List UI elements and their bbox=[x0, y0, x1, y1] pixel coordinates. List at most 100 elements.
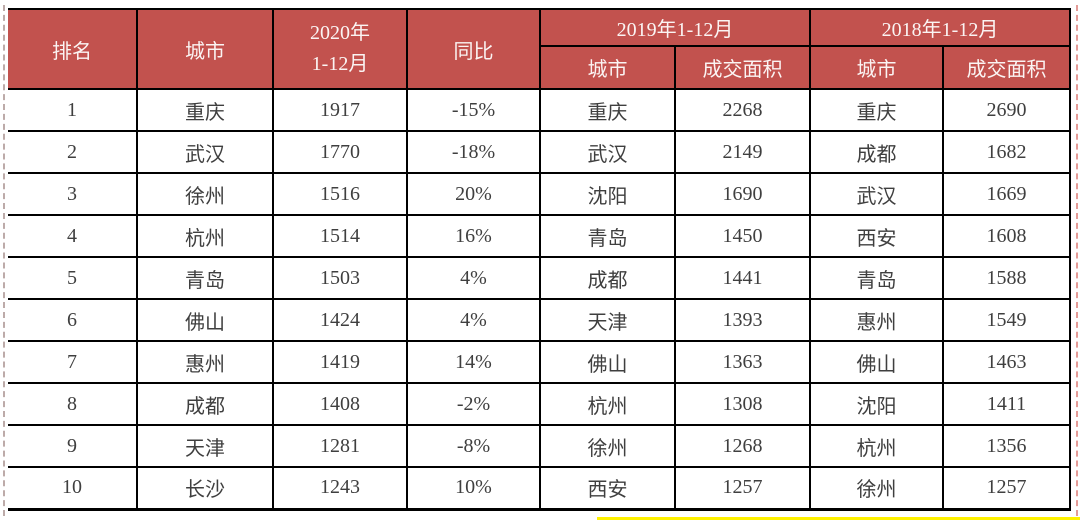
rank-cell: 8 bbox=[8, 382, 138, 426]
yellow-highlight-line bbox=[597, 517, 1080, 520]
header-group-2019: 2019年1-12月 bbox=[539, 8, 811, 47]
table-row: 5 青岛 1503 4% 成都 1441 青岛 1588 bbox=[8, 256, 1071, 300]
yoy-cell: -2% bbox=[406, 382, 541, 426]
header-city: 城市 bbox=[136, 8, 274, 90]
table-row: 6 佛山 1424 4% 天津 1393 惠州 1549 bbox=[8, 298, 1071, 342]
right-page-break-dash bbox=[1076, 5, 1078, 516]
header-rank: 排名 bbox=[8, 8, 138, 90]
area-2018-cell: 1257 bbox=[942, 466, 1071, 510]
city-2018-cell: 成都 bbox=[809, 130, 944, 174]
yoy-cell: 14% bbox=[406, 340, 541, 384]
yoy-cell: 4% bbox=[406, 256, 541, 300]
city-2020-cell: 杭州 bbox=[136, 214, 274, 258]
area-2019-cell: 1257 bbox=[674, 466, 811, 510]
city-2018-cell: 西安 bbox=[809, 214, 944, 258]
rank-cell: 7 bbox=[8, 340, 138, 384]
city-2019-cell: 杭州 bbox=[539, 382, 676, 426]
city-2019-cell: 青岛 bbox=[539, 214, 676, 258]
value-2020-cell: 1514 bbox=[272, 214, 408, 258]
header-yoy: 同比 bbox=[406, 8, 541, 90]
area-2018-cell: 2690 bbox=[942, 88, 1071, 132]
header-sub-row: 城市 成交面积 城市 成交面积 bbox=[8, 45, 1071, 90]
value-2020-cell: 1503 bbox=[272, 256, 408, 300]
value-2020-cell: 1516 bbox=[272, 172, 408, 216]
area-2019-cell: 1690 bbox=[674, 172, 811, 216]
header-area-2018: 成交面积 bbox=[942, 45, 1071, 90]
area-2018-cell: 1356 bbox=[942, 424, 1071, 468]
value-2020-cell: 1408 bbox=[272, 382, 408, 426]
city-2018-cell: 青岛 bbox=[809, 256, 944, 300]
value-2020-cell: 1917 bbox=[272, 88, 408, 132]
area-2019-cell: 1441 bbox=[674, 256, 811, 300]
table-row: 1 重庆 1917 -15% 重庆 2268 重庆 2690 bbox=[8, 88, 1071, 132]
table-row: 3 徐州 1516 20% 沈阳 1690 武汉 1669 bbox=[8, 172, 1071, 216]
header-city-2019: 城市 bbox=[539, 45, 676, 90]
table-row: 9 天津 1281 -8% 徐州 1268 杭州 1356 bbox=[8, 424, 1071, 468]
rank-cell: 6 bbox=[8, 298, 138, 342]
city-2020-cell: 长沙 bbox=[136, 466, 274, 510]
area-2019-cell: 1268 bbox=[674, 424, 811, 468]
table-row: 2 武汉 1770 -18% 武汉 2149 成都 1682 bbox=[8, 130, 1071, 174]
rank-cell: 5 bbox=[8, 256, 138, 300]
rank-cell: 2 bbox=[8, 130, 138, 174]
yoy-cell: 16% bbox=[406, 214, 541, 258]
city-2018-cell: 佛山 bbox=[809, 340, 944, 384]
yoy-cell: -8% bbox=[406, 424, 541, 468]
city-2020-cell: 佛山 bbox=[136, 298, 274, 342]
yoy-cell: -15% bbox=[406, 88, 541, 132]
city-2019-cell: 徐州 bbox=[539, 424, 676, 468]
left-page-break-dash bbox=[3, 5, 5, 516]
area-2018-cell: 1549 bbox=[942, 298, 1071, 342]
city-2019-cell: 天津 bbox=[539, 298, 676, 342]
yoy-cell: 20% bbox=[406, 172, 541, 216]
rank-cell: 4 bbox=[8, 214, 138, 258]
rank-cell: 10 bbox=[8, 466, 138, 510]
area-2018-cell: 1588 bbox=[942, 256, 1071, 300]
city-2019-cell: 沈阳 bbox=[539, 172, 676, 216]
yoy-cell: -18% bbox=[406, 130, 541, 174]
header-city-2018: 城市 bbox=[809, 45, 944, 90]
city-2020-cell: 徐州 bbox=[136, 172, 274, 216]
table-row: 4 杭州 1514 16% 青岛 1450 西安 1608 bbox=[8, 214, 1071, 258]
city-2020-cell: 青岛 bbox=[136, 256, 274, 300]
area-2019-cell: 1308 bbox=[674, 382, 811, 426]
area-2019-cell: 1393 bbox=[674, 298, 811, 342]
value-2020-cell: 1424 bbox=[272, 298, 408, 342]
city-2018-cell: 武汉 bbox=[809, 172, 944, 216]
city-transaction-area-ranking-table: 排名 城市 2020年 1-12月 同比 2019年1-12月 2018年1-1… bbox=[8, 8, 1071, 511]
city-2019-cell: 佛山 bbox=[539, 340, 676, 384]
area-2018-cell: 1669 bbox=[942, 172, 1071, 216]
city-2018-cell: 惠州 bbox=[809, 298, 944, 342]
yoy-cell: 10% bbox=[406, 466, 541, 510]
value-2020-cell: 1281 bbox=[272, 424, 408, 468]
area-2019-cell: 1450 bbox=[674, 214, 811, 258]
city-2020-cell: 成都 bbox=[136, 382, 274, 426]
yoy-cell: 4% bbox=[406, 298, 541, 342]
header-area-2019: 成交面积 bbox=[674, 45, 811, 90]
area-2018-cell: 1463 bbox=[942, 340, 1071, 384]
city-2019-cell: 西安 bbox=[539, 466, 676, 510]
value-2020-cell: 1419 bbox=[272, 340, 408, 384]
area-2018-cell: 1608 bbox=[942, 214, 1071, 258]
city-2019-cell: 重庆 bbox=[539, 88, 676, 132]
city-2018-cell: 徐州 bbox=[809, 466, 944, 510]
table-row: 8 成都 1408 -2% 杭州 1308 沈阳 1411 bbox=[8, 382, 1071, 426]
city-2019-cell: 武汉 bbox=[539, 130, 676, 174]
table-row: 7 惠州 1419 14% 佛山 1363 佛山 1463 bbox=[8, 340, 1071, 384]
area-2019-cell: 2149 bbox=[674, 130, 811, 174]
rank-cell: 1 bbox=[8, 88, 138, 132]
city-2020-cell: 惠州 bbox=[136, 340, 274, 384]
area-2019-cell: 2268 bbox=[674, 88, 811, 132]
header-period-2020: 2020年 1-12月 bbox=[272, 8, 408, 90]
area-2019-cell: 1363 bbox=[674, 340, 811, 384]
header-group-2018: 2018年1-12月 bbox=[809, 8, 1071, 47]
rank-cell: 9 bbox=[8, 424, 138, 468]
rank-cell: 3 bbox=[8, 172, 138, 216]
city-2020-cell: 天津 bbox=[136, 424, 274, 468]
city-2018-cell: 杭州 bbox=[809, 424, 944, 468]
table-row: 10 长沙 1243 10% 西安 1257 徐州 1257 bbox=[8, 466, 1071, 510]
city-2019-cell: 成都 bbox=[539, 256, 676, 300]
area-2018-cell: 1682 bbox=[942, 130, 1071, 174]
city-2020-cell: 重庆 bbox=[136, 88, 274, 132]
value-2020-cell: 1243 bbox=[272, 466, 408, 510]
